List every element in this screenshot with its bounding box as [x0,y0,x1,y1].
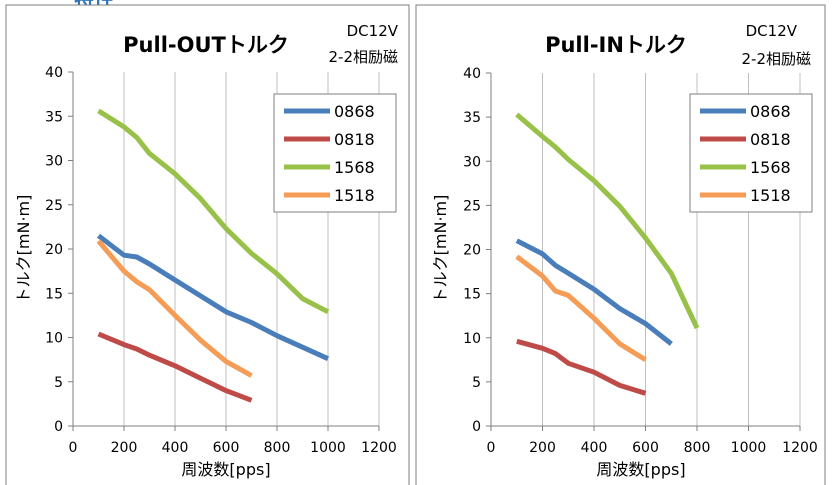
chart-1-legend-label-0868: 0868 [334,102,375,121]
chart-1-legend-label-0818: 0818 [334,130,375,149]
chart-2-x-tick-label: 1000 [731,440,767,456]
chart-2-series-1568 [515,112,700,330]
chart-2-x-tick-label: 200 [529,440,556,456]
chart-1-series-0868 [96,233,330,361]
chart-2-y-tick-label: 20 [463,243,481,259]
chart-2-y-tick-label: 25 [463,198,481,214]
chart-2-legend-label-1568: 1568 [750,158,791,177]
chart-2-y-tick-label: 5 [472,375,481,391]
chart-2-x-tick-label: 1200 [782,440,818,456]
chart-1-legend-label-1568: 1568 [334,158,375,177]
chart-2-y-tick-label: 40 [463,66,481,82]
chart-1-x-tick-label: 600 [213,440,240,456]
chart-1-y-tick-label: 5 [54,375,63,391]
chart-1-y-tick-label: 25 [45,198,63,214]
chart-2-condition-excitation: 2-2相励磁 [742,50,812,68]
chart-1-y-tick-label: 15 [45,286,63,302]
chart-2-y-tick-label: 10 [463,331,481,347]
chart-1-condition-voltage: DC12V [347,22,399,40]
chart-2-legend-box [689,93,813,213]
chart-1-legend: 0868 0818 1568 1518 [273,93,397,213]
chart-2-y-tick-label: 35 [463,110,481,126]
chart-2-x-tick-label: 600 [632,440,659,456]
chart-2-y-tick-label: 15 [463,287,481,303]
chart-1-x-axis-label: 周波数[pps] [181,460,270,479]
chart-1-x-tick-label: 1000 [310,440,346,456]
chart-1-y-tick-label: 35 [45,109,63,125]
chart-1-series-1568 [97,108,330,315]
chart-1-title: Pull-OUTトルク [123,33,289,57]
chart-2-series-1518 [515,254,647,362]
chart-2-series-0818 [516,338,647,396]
chart-2-x-tick-label: 0 [487,440,496,456]
chart-1-y-tick-label: 10 [45,331,63,347]
chart-1-y-tick-label: 20 [45,242,63,258]
chart-2-x-tick-label: 400 [581,440,608,456]
chart-2-y-tick-label: 30 [463,154,481,170]
chart-1-y-tick-label: 30 [45,154,63,170]
chart-1-y-tick-label: 0 [54,419,63,435]
chart-1-legend-label-1518: 1518 [334,186,375,205]
chart-1-condition-excitation: 2-2相励磁 [329,48,399,66]
chart-2-y-axis-label: トルク[mN·m] [431,195,450,304]
chart-2-title: Pull-INトルク [545,33,687,57]
chart-1-x-tick-label: 1200 [361,440,397,456]
chart-1-legend-box [273,93,397,213]
chart-2-legend-label-0818: 0818 [750,130,791,149]
chart-1-y-axis-label: トルク[mN·m] [14,195,33,304]
chart-2-series-0868 [515,238,673,346]
chart-2-legend-label-1518: 1518 [750,186,791,205]
chart-1-y-tick-label: 40 [45,65,63,81]
chart-1-x-tick-label: 800 [264,440,291,456]
chart-1-x-tick-label: 200 [111,440,138,456]
chart-2-legend-label-0868: 0868 [750,102,791,121]
chart-1-x-tick-label: 0 [69,440,78,456]
chart-1-series-0818 [97,331,253,403]
chart-1-series-1518 [96,239,253,378]
chart-1-x-tick-label: 400 [162,440,189,456]
chart-2-legend: 0868 0818 1568 1518 [689,93,813,213]
chart-2-condition-voltage: DC12V [746,22,798,40]
chart-2-x-axis-label: 周波数[pps] [596,460,685,479]
chart-2-x-tick-label: 800 [684,440,711,456]
chart-2-frame [415,4,826,485]
chart-1-frame [5,4,410,485]
chart-2-y-tick-label: 0 [472,419,481,435]
